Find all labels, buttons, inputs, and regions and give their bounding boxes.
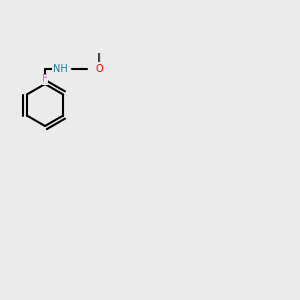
Text: ‖: ‖ xyxy=(97,52,101,62)
Text: F: F xyxy=(42,74,48,85)
Text: O: O xyxy=(95,64,103,74)
Text: NH: NH xyxy=(52,64,68,74)
